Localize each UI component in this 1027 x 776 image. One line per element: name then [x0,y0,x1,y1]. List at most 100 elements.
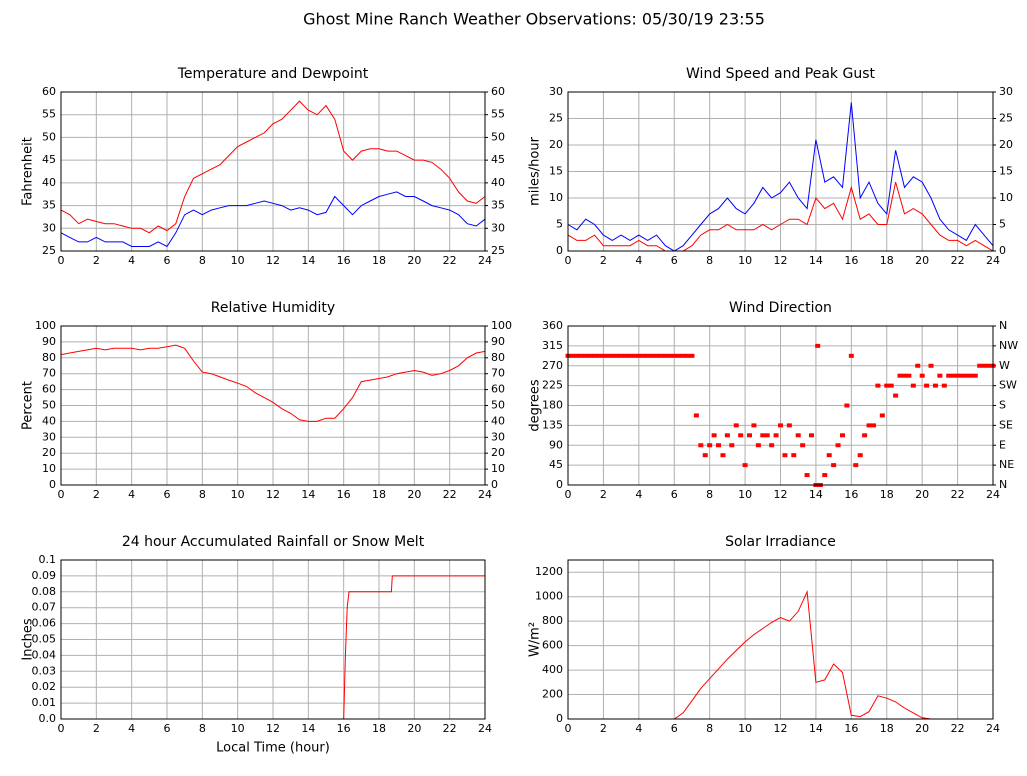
y2-tick-label: N [999,478,1007,491]
y2-tick-label: W [999,359,1010,372]
data-point [680,353,686,358]
x-tick-label: 2 [600,488,607,501]
data-point [977,363,983,368]
data-point [631,353,637,358]
data-line [61,575,485,720]
y-tick-label: 0.1 [39,553,57,566]
data-point [738,433,744,438]
x-tick-label: 24 [986,722,1000,735]
data-point [884,383,890,388]
x-tick-label: 12 [266,254,280,267]
x-tick-label: 14 [301,488,315,501]
x-tick-label: 4 [128,488,135,501]
y-tick-label: 0 [49,478,56,491]
y-tick-label: 55 [42,108,56,121]
x-tick-label: 24 [478,722,492,735]
x-tick-label: 6 [671,488,678,501]
data-point [742,463,748,468]
data-point [826,453,832,458]
y2-tick-label: 30 [491,221,505,234]
y2-tick-label: 55 [491,108,505,121]
y-tick-label: 80 [42,351,56,364]
y2-tick-label: 70 [491,367,505,380]
x-tick-label: 2 [600,254,607,267]
y-tick-label: 25 [549,112,563,125]
data-point [693,413,699,418]
data-point [751,423,757,428]
y-tick-label: 1200 [535,565,563,578]
y2-tick-label: 10 [491,462,505,475]
x-tick-label: 20 [407,722,421,735]
y2-tick-label: 20 [491,446,505,459]
x-tick-label: 6 [164,254,171,267]
y2-tick-label: 45 [491,153,505,166]
y-tick-label: 600 [542,639,563,652]
y2-tick-label: 50 [491,130,505,143]
y-tick-label: 15 [549,165,563,178]
y2-tick-label: 90 [491,335,505,348]
y-tick-label: 50 [42,130,56,143]
data-point [716,443,722,448]
x-tick-label: 4 [128,254,135,267]
y-tick-label: 135 [542,418,563,431]
y2-tick-label: SW [999,379,1017,392]
x-tick-label: 0 [58,254,65,267]
x-tick-label: 8 [706,254,713,267]
y2-tick-label: 40 [491,176,505,189]
y-tick-label: 1000 [535,590,563,603]
data-point [831,463,837,468]
x-tick-label: 24 [986,488,1000,501]
x-tick-label: 18 [372,488,386,501]
x-tick-label: 12 [266,722,280,735]
x-tick-label: 16 [844,488,858,501]
y-tick-label: 315 [542,339,563,352]
y2-tick-label: 30 [491,430,505,443]
chart-title: Relative Humidity [211,300,335,316]
y-tick-label: 30 [549,85,563,98]
x-tick-label: 18 [372,254,386,267]
data-point [893,393,899,398]
x-tick-label: 20 [407,254,421,267]
y-tick-label: 0.01 [32,696,57,709]
x-tick-label: 0 [565,722,572,735]
data-point [724,433,730,438]
y2-tick-label: 80 [491,351,505,364]
x-tick-label: 10 [231,254,245,267]
chart-title: Wind Direction [729,300,832,316]
x-tick-label: 2 [93,488,100,501]
page-title: Ghost Mine Ranch Weather Observations: 0… [303,10,765,29]
y2-tick-label: 60 [491,85,505,98]
x-tick-label: 16 [337,722,351,735]
y-tick-label: 20 [42,446,56,459]
data-point [941,383,947,388]
data-line [60,191,486,248]
y-tick-label: 270 [542,359,563,372]
y-tick-label: 0.02 [32,680,57,693]
x-tick-label: 10 [738,254,752,267]
data-point [627,353,633,358]
y-tick-label: 0.03 [32,664,57,677]
x-tick-label: 18 [880,254,894,267]
data-point [720,453,726,458]
data-point [747,433,753,438]
data-point [569,353,575,358]
x-tick-label: 8 [706,488,713,501]
x-tick-label: 12 [774,488,788,501]
x-tick-label: 16 [337,488,351,501]
x-tick-label: 24 [478,254,492,267]
y-tick-label: 45 [549,458,563,471]
data-point [574,353,580,358]
x-tick-label: 2 [93,254,100,267]
data-line [60,100,486,234]
x-tick-label: 22 [443,254,457,267]
x-tick-label: 8 [199,488,206,501]
data-point [698,443,704,448]
x-tick-label: 4 [635,488,642,501]
data-point [972,373,978,378]
data-point [875,383,881,388]
y-tick-label: 0.04 [32,648,57,661]
y-tick-label: 90 [42,335,56,348]
y2-tick-label: S [999,399,1006,412]
y2-tick-label: 15 [999,165,1013,178]
x-tick-label: 16 [337,254,351,267]
